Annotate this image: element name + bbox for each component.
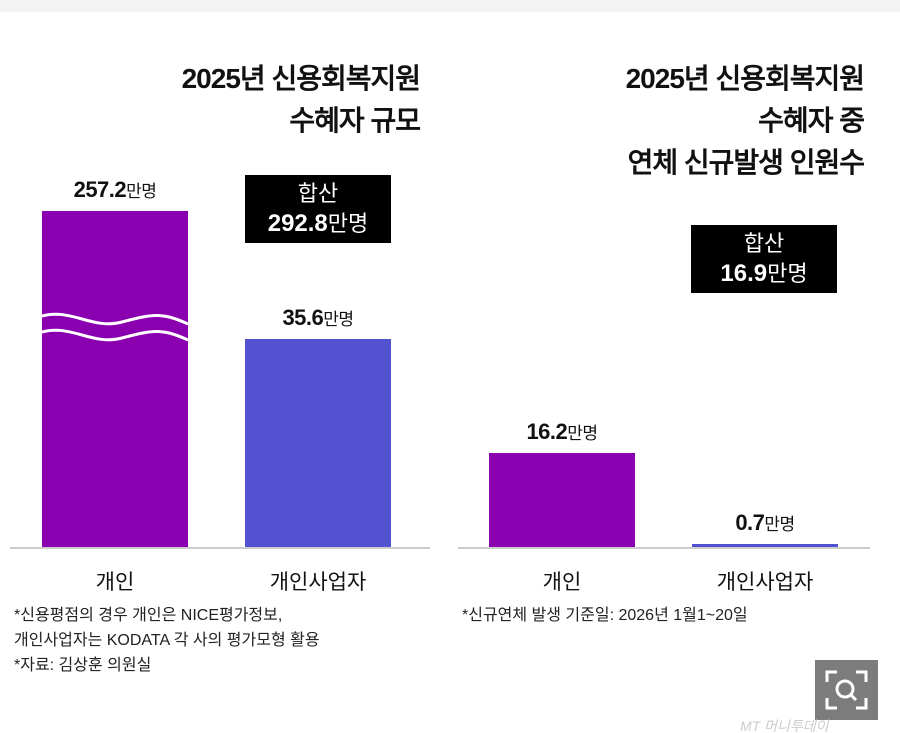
value-label: 35.6만명: [225, 305, 411, 331]
left-total-box: 합산 292.8만명: [245, 175, 391, 243]
value-unit: 만명: [567, 423, 598, 443]
left-total-label: 합산: [297, 181, 339, 206]
category-label: 개인: [542, 571, 582, 594]
bar-left-1: [245, 338, 391, 548]
left-notes: *신용평점의 경우 개인은 NICE평가정보, 개인사업자는 KODATA 각 …: [14, 603, 320, 678]
axis-break-icon: [42, 312, 188, 342]
watermark-logo: MT 머니투데이: [740, 718, 829, 733]
value-number: 35.6: [282, 304, 324, 330]
value-number: 257.2: [73, 177, 127, 202]
value-number: 16.2: [526, 418, 568, 444]
right-title-line: 2025년 신용회복지원: [625, 63, 865, 94]
note-line: *자료: 김상훈 의원실: [14, 657, 152, 674]
left-total-value: 292.8: [267, 210, 328, 237]
category-label: 개인사업자: [716, 571, 814, 594]
value-unit: 만명: [764, 514, 795, 534]
zoom-button[interactable]: [815, 660, 878, 720]
value-label: 16.2만명: [469, 419, 655, 445]
left-baseline: [10, 547, 430, 549]
right-total-unit: 만명: [767, 261, 808, 286]
top-bar: [0, 0, 900, 12]
left-title-line: 2025년 신용회복지원: [181, 63, 421, 94]
note-line: *신규연체 발생 기준일: 2026년 1월1~20일: [462, 607, 748, 624]
bar-right-0: [489, 452, 635, 548]
right-title-line: 연체 신규발생 인원수: [627, 147, 865, 178]
value-unit: 만명: [126, 182, 157, 201]
category-label: 개인사업자: [269, 571, 367, 594]
left-total-unit: 만명: [327, 211, 369, 236]
right-total-label: 합산: [743, 231, 785, 256]
bar-right-1: [692, 543, 838, 548]
note-line: *신용평점의 경우 개인은 NICE평가정보,: [14, 607, 283, 624]
right-total-value: 16.9: [720, 260, 768, 287]
value-label: 257.2만명: [22, 177, 208, 203]
bar-left-0: [42, 211, 188, 548]
value-label: 0.7만명: [672, 510, 858, 536]
left-title-line: 수혜자 규모: [289, 105, 421, 136]
value-unit: 만명: [323, 309, 354, 329]
right-title-line: 수혜자 중: [758, 105, 865, 136]
value-number: 0.7: [735, 509, 765, 535]
right-total-box: 합산 16.9만명: [691, 225, 837, 293]
zoom-search-icon: [825, 670, 868, 710]
right-baseline: [458, 547, 870, 549]
right-notes: *신규연체 발생 기준일: 2026년 1월1~20일: [462, 603, 748, 628]
category-label: 개인: [95, 571, 135, 594]
note-line: 개인사업자는 KODATA 각 사의 평가모형 활용: [14, 632, 320, 649]
